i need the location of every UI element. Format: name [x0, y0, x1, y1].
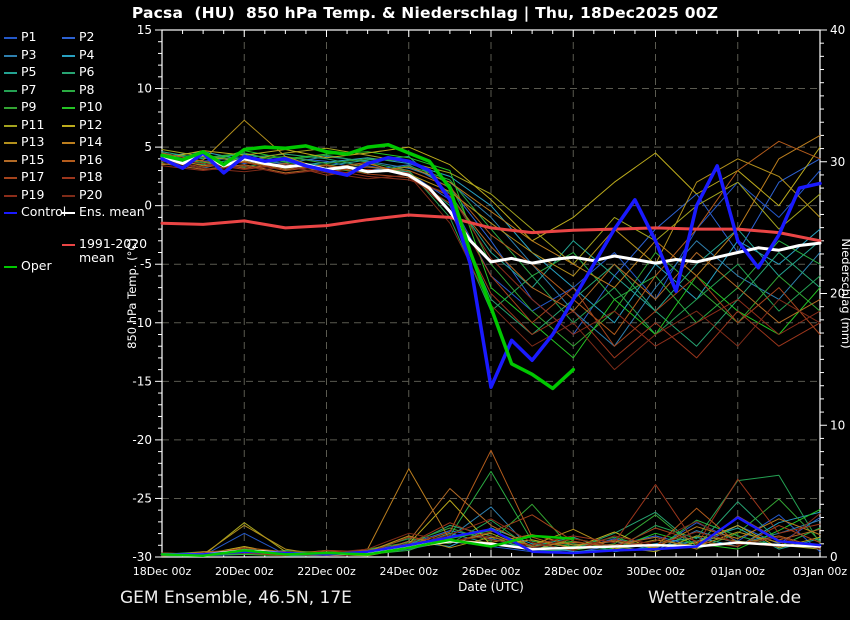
legend-item-label: P14	[79, 134, 103, 149]
legend-swatch	[62, 159, 75, 162]
chart-title: Pacsa (HU) 850 hPa Temp. & Niederschlag …	[131, 4, 719, 22]
series-p15-temp	[161, 161, 821, 324]
series-control-temp	[160, 151, 822, 389]
x-tick-label: 20Dec 00z	[215, 565, 274, 578]
series-p16-precip	[161, 449, 821, 557]
legend-item-label: P4	[79, 46, 95, 62]
site-credit-label: Wetterzentrale.de	[648, 588, 802, 608]
series-p17-temp	[161, 159, 821, 347]
legend-swatch	[62, 212, 75, 214]
legend-item-label: P7	[21, 81, 37, 97]
legend-swatch	[4, 194, 17, 197]
y-left-tick-label: -5	[140, 257, 152, 271]
series-oper-temp	[160, 143, 576, 391]
legend-swatch	[4, 89, 17, 92]
legend-item-label: P2	[79, 29, 95, 44]
legend-item-label: P9	[21, 99, 37, 114]
y-left-tick-label: -25	[132, 491, 152, 505]
y-left-tick-label: 15	[137, 23, 152, 37]
series-1991-2020-mean-temp	[160, 213, 822, 243]
legend-swatch	[4, 107, 17, 109]
series-p13-temp	[161, 119, 821, 277]
legend-swatch	[4, 142, 17, 144]
series-p18-temp	[161, 157, 821, 359]
legend-swatch	[4, 212, 17, 214]
x-tick-label: 26Dec 00z	[462, 565, 521, 578]
series-p11-temp	[161, 147, 821, 265]
y-left-tick-label: 10	[137, 82, 152, 96]
legend-item-label: P10	[79, 99, 103, 114]
y-right-axis-label: Niederschlag (mm)	[839, 238, 850, 348]
legend-swatch	[62, 72, 75, 74]
legend-swatch	[4, 54, 17, 57]
legend-swatch	[62, 54, 75, 57]
series-ens-mean-temp	[160, 152, 822, 265]
y-right-tick-label: 10	[830, 418, 845, 432]
legend-item-label: Control	[21, 204, 67, 219]
x-tick-label: 22Dec 00z	[297, 565, 356, 578]
series-p19-temp	[161, 165, 821, 347]
legend-item-label: 1991-2020 mean	[79, 236, 148, 265]
legend-item-label: P1	[21, 29, 37, 44]
legend-swatch	[62, 194, 75, 197]
legend-item-label: P5	[21, 64, 37, 79]
y-left-tick-label: -30	[132, 550, 152, 564]
legend-item-label: P3	[21, 46, 37, 62]
legend-swatch	[62, 142, 75, 144]
series-p18-precip	[161, 478, 821, 557]
series-p9-temp	[161, 154, 821, 347]
x-tick-label: 03Jan 00z	[793, 565, 847, 578]
legend-item-label: Ens. mean	[79, 204, 145, 219]
x-tick-label: 30Dec 00z	[626, 565, 685, 578]
legend-item-label: P18	[79, 169, 103, 184]
legend-swatch	[4, 159, 17, 162]
model-info-label: GEM Ensemble, 46.5N, 17E	[120, 588, 352, 608]
series-oper-precip	[160, 534, 575, 557]
x-tick-label: 01Jan 00z	[711, 565, 765, 578]
legend-swatch	[62, 37, 75, 39]
x-tick-label: 24Dec 00z	[379, 565, 438, 578]
legend-swatch	[4, 266, 17, 268]
legend-swatch	[4, 72, 17, 74]
y-right-tick-label: 40	[830, 23, 845, 37]
legend-item-label: P12	[79, 116, 103, 132]
y-left-tick-label: -10	[132, 316, 152, 330]
legend-swatch	[62, 244, 75, 246]
legend-item-label: P19	[21, 186, 45, 202]
y-right-tick-label: 0	[830, 550, 838, 564]
legend-item-label: P11	[21, 116, 45, 132]
series-p12-temp	[161, 146, 821, 242]
y-left-tick-label: -15	[132, 374, 152, 388]
legend-item-label: P8	[79, 81, 95, 97]
y-left-axis-label: 850 hPa Temp. (°C)	[125, 238, 139, 349]
legend-item-label: P20	[79, 186, 103, 202]
legend-item-label: P6	[79, 64, 95, 79]
x-tick-label: 18Dec 00z	[133, 565, 192, 578]
legend-item-label: P13	[21, 134, 45, 149]
y-left-tick-label: -20	[132, 433, 152, 447]
legend-item-label: P16	[79, 151, 103, 167]
legend-swatch	[4, 177, 17, 179]
legend-swatch	[62, 107, 75, 109]
y-right-tick-label: 20	[830, 287, 845, 301]
legend-swatch	[4, 124, 17, 127]
series-p13-precip	[161, 524, 821, 557]
y-right-tick-label: 30	[830, 155, 845, 169]
x-axis-label: Date (UTC)	[458, 580, 524, 594]
legend-swatch	[62, 89, 75, 92]
x-tick-label: 28Dec 00z	[544, 565, 603, 578]
legend-item-label: P15	[21, 151, 45, 167]
y-left-tick-label: 0	[144, 199, 152, 213]
y-left-tick-label: 5	[144, 140, 152, 154]
legend-swatch	[4, 37, 17, 39]
legend-item-label: P17	[21, 169, 45, 184]
legend: P1 P2 P3 P4 P5 P6 P7 P8 P9 P10 P11 P12 P13 P14 P15 P16 P…	[0, 0, 160, 300]
legend-swatch	[62, 177, 75, 179]
legend-swatch	[62, 124, 75, 127]
legend-item-label: Oper	[21, 258, 52, 273]
